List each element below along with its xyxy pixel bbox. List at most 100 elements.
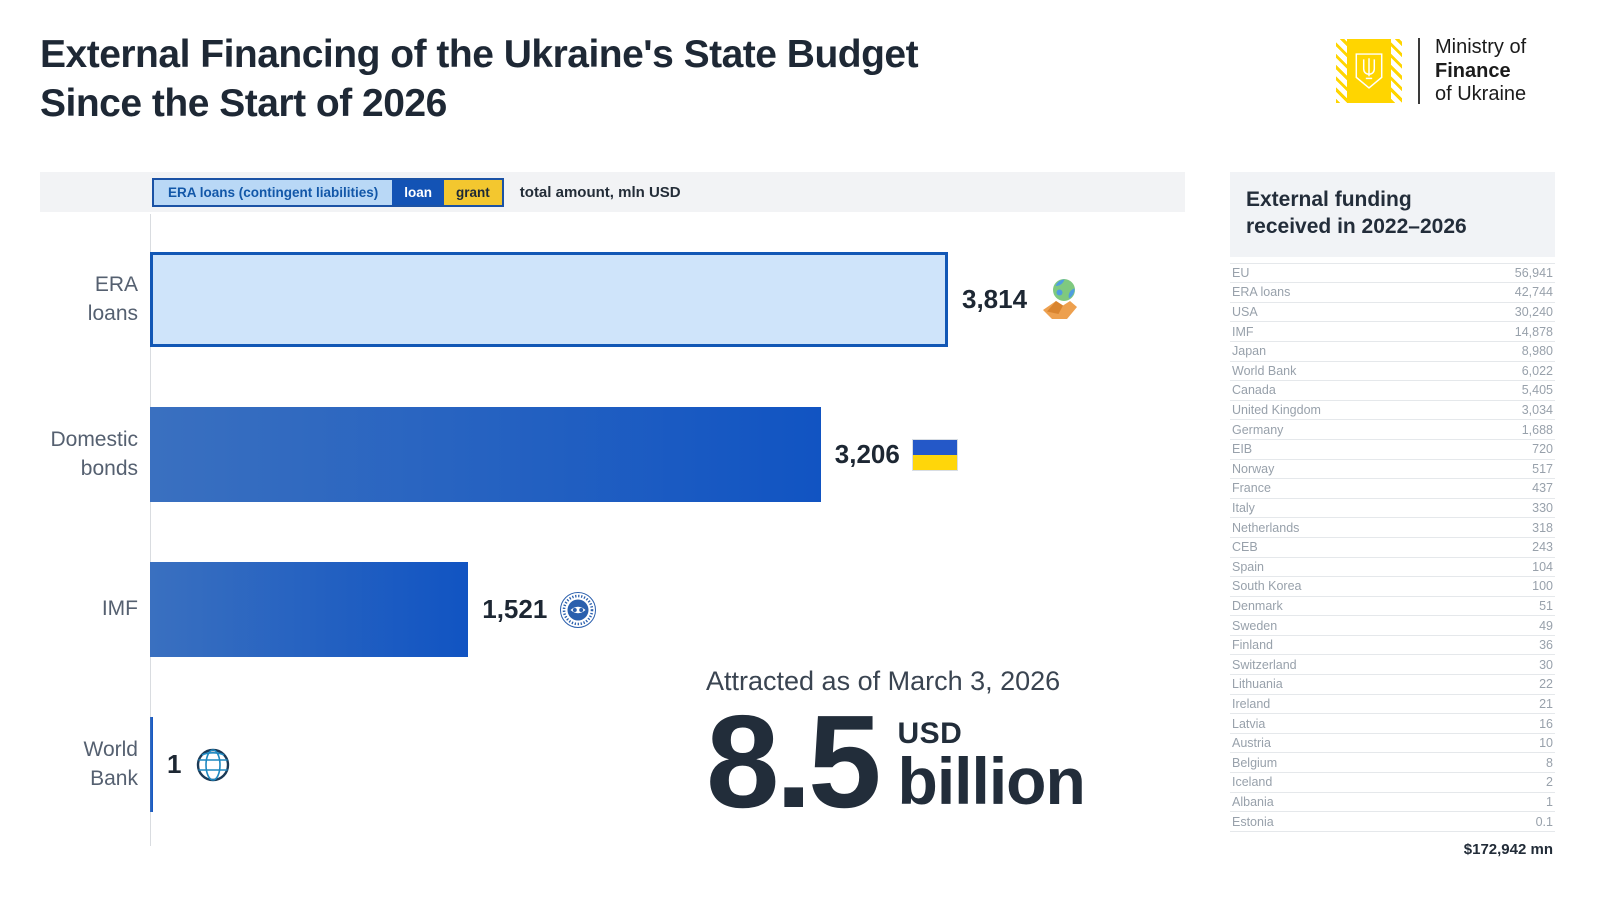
funding-row: Belgium 8 bbox=[1230, 753, 1555, 774]
funding-source-name: Sweden bbox=[1232, 618, 1278, 633]
ministry-line3: of Ukraine bbox=[1435, 83, 1527, 106]
funding-source-name: EIB bbox=[1232, 442, 1253, 457]
bar-track: 1,521 bbox=[150, 562, 1190, 657]
highlight-caption: Attracted as of March 3, 2026 bbox=[706, 666, 1061, 696]
chart-row: Domestic bonds 3,206 bbox=[40, 407, 1190, 502]
funding-source-name: Spain bbox=[1232, 559, 1264, 574]
funding-source-name: Lithuania bbox=[1232, 677, 1283, 692]
funding-source-value: 8 bbox=[1546, 755, 1553, 770]
funding-row: Denmark 51 bbox=[1230, 597, 1555, 617]
funding-source-value: 243 bbox=[1532, 540, 1553, 555]
funding-source-name: Switzerland bbox=[1232, 657, 1297, 672]
funding-source-name: United Kingdom bbox=[1232, 403, 1321, 418]
bar-category-label: World Bank bbox=[83, 738, 138, 790]
funding-source-name: Norway bbox=[1232, 461, 1275, 476]
funding-source-value: 3,034 bbox=[1521, 403, 1553, 418]
funding-panel-title: External funding received in 2022–2026 bbox=[1230, 172, 1555, 257]
funding-row: Ireland 21 bbox=[1230, 695, 1555, 715]
bar-chart: ERA loans 3,814 Domestic bonds 3,206 IMF 1,521 W… bbox=[40, 214, 1190, 854]
funding-source-value: 1 bbox=[1546, 794, 1553, 809]
funding-source-value: 0.1 bbox=[1535, 814, 1553, 829]
funding-row: United Kingdom 3,034 bbox=[1230, 401, 1555, 421]
funding-panel: External funding received in 2022–2026 E… bbox=[1230, 172, 1555, 858]
funding-row: Canada 5,405 bbox=[1230, 381, 1555, 401]
funding-source-value: 36 bbox=[1539, 638, 1553, 653]
funding-source-value: 104 bbox=[1532, 559, 1553, 574]
funding-row: Finland 36 bbox=[1230, 636, 1555, 656]
funding-row: Lithuania 22 bbox=[1230, 675, 1555, 695]
funding-row: ERA loans 42,744 bbox=[1230, 283, 1555, 303]
funding-source-name: IMF bbox=[1232, 324, 1254, 339]
funding-source-name: Denmark bbox=[1232, 598, 1283, 613]
funding-source-value: 720 bbox=[1532, 442, 1553, 457]
highlight-currency: USD bbox=[897, 717, 963, 750]
funding-source-name: Germany bbox=[1232, 422, 1284, 437]
funding-total: $172,942 mn bbox=[1463, 840, 1553, 858]
bar-imf bbox=[150, 562, 469, 657]
chart-row: ERA loans 3,814 bbox=[40, 252, 1190, 347]
bar-category-label: ERA loans bbox=[87, 273, 138, 325]
funding-source-name: ERA loans bbox=[1232, 285, 1291, 300]
funding-source-value: 10 bbox=[1539, 736, 1553, 751]
funding-source-value: 5,405 bbox=[1521, 383, 1553, 398]
funding-source-value: 42,744 bbox=[1514, 285, 1553, 300]
funding-row: Netherlands 318 bbox=[1230, 518, 1555, 538]
funding-row: EU 56,941 bbox=[1230, 264, 1555, 284]
highlight-value: 8.5 bbox=[706, 688, 881, 835]
world-bank-logo-icon bbox=[193, 745, 233, 785]
funding-row: EIB 720 bbox=[1230, 440, 1555, 460]
chart-row: World Bank 1 bbox=[40, 717, 1190, 812]
legend-grant: grant bbox=[444, 179, 502, 205]
funding-row: Iceland 2 bbox=[1230, 773, 1555, 793]
ministry-logo: Ministry of Finance of Ukraine bbox=[1336, 36, 1526, 107]
funding-source-value: 16 bbox=[1539, 716, 1553, 731]
chart-rows: ERA loans 3,814 Domestic bonds 3,206 IMF 1,521 W… bbox=[40, 252, 1190, 812]
funding-source-value: 1,688 bbox=[1521, 422, 1553, 437]
funding-row: IMF 14,878 bbox=[1230, 322, 1555, 342]
legend-loan: loan bbox=[392, 179, 445, 205]
logo-hatch-right bbox=[1391, 39, 1402, 104]
bar-track: 3,206 bbox=[150, 407, 1190, 502]
ukraine-trident-icon bbox=[1336, 39, 1402, 104]
total-highlight: Attracted as of March 3, 2026 8.5 USD bi… bbox=[706, 666, 1086, 835]
funding-source-value: 14,878 bbox=[1514, 324, 1553, 339]
funding-row: Spain 104 bbox=[1230, 558, 1555, 578]
page-title-line2: Since the Start of 2026 bbox=[40, 82, 447, 126]
funding-row: World Bank 6,022 bbox=[1230, 362, 1555, 382]
funding-source-value: 100 bbox=[1532, 579, 1553, 594]
funding-source-value: 22 bbox=[1539, 677, 1553, 692]
bar-era-loans bbox=[150, 252, 948, 347]
bar-world-bank bbox=[150, 717, 153, 812]
ministry-logo-text: Ministry of Finance of Ukraine bbox=[1435, 36, 1526, 107]
funding-source-value: 49 bbox=[1539, 618, 1553, 633]
bar-track: 1 bbox=[150, 717, 1190, 812]
chart-legend: ERA loans (contingent liabilities) loan … bbox=[152, 177, 504, 207]
funding-row: France 437 bbox=[1230, 479, 1555, 499]
funding-row: Japan 8,980 bbox=[1230, 342, 1555, 362]
funding-source-name: World Bank bbox=[1232, 363, 1297, 378]
bar-category-label: IMF bbox=[101, 597, 138, 621]
ukraine-flag-icon bbox=[911, 438, 958, 471]
funding-source-value: 437 bbox=[1532, 481, 1553, 496]
funding-source-value: 2 bbox=[1546, 775, 1553, 790]
funding-source-name: South Korea bbox=[1232, 579, 1302, 594]
bar-value-label: 1,521 bbox=[482, 594, 548, 624]
funding-source-name: USA bbox=[1232, 305, 1258, 320]
funding-source-value: 21 bbox=[1539, 696, 1553, 711]
funding-row: Estonia 0.1 bbox=[1230, 812, 1555, 832]
funding-source-value: 330 bbox=[1532, 501, 1553, 516]
logo-divider bbox=[1418, 38, 1420, 105]
funding-source-name: Albania bbox=[1232, 794, 1274, 809]
funding-row: Sweden 49 bbox=[1230, 616, 1555, 636]
funding-source-name: Canada bbox=[1232, 383, 1276, 398]
funding-source-name: Japan bbox=[1232, 344, 1267, 359]
chart-axis-line bbox=[150, 214, 151, 846]
funding-source-name: Austria bbox=[1232, 736, 1271, 751]
highlight-unit: billion bbox=[897, 744, 1086, 818]
bar-value-label: 3,814 bbox=[962, 284, 1028, 314]
bar-domestic-bonds bbox=[150, 407, 821, 502]
funding-source-value: 318 bbox=[1532, 520, 1553, 535]
funding-source-value: 56,941 bbox=[1514, 265, 1553, 280]
funding-source-name: Finland bbox=[1232, 638, 1273, 653]
